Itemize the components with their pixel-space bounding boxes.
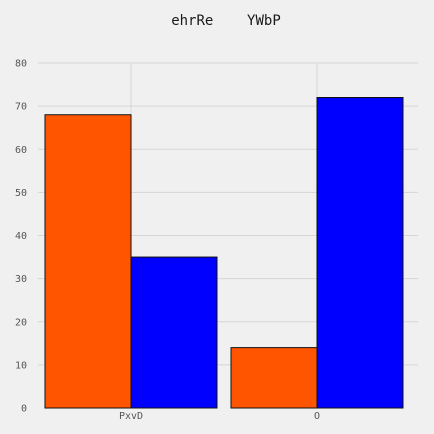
chart-title: ehrRe YWbP [171,13,281,29]
y-tick-label: 70 [15,102,27,113]
x-tick-label: PxvD [119,411,143,422]
y-tick-label: 40 [15,231,27,242]
bar-PxvD-series-1 [44,114,132,409]
y-tick-label: 20 [15,317,27,328]
y-tick-label: 30 [15,274,27,285]
x-axis-ticks: PxvD O [119,411,320,422]
y-tick-label: 80 [15,59,27,70]
y-tick-label: 60 [15,145,27,156]
y-axis-ticks: 0 10 20 30 40 50 60 70 80 [15,59,27,415]
y-tick-label: 10 [15,360,27,371]
bar-PxvD-series-2 [130,256,218,409]
x-tick-label: O [314,411,320,422]
bar-O-series-2 [316,97,404,409]
bar-O-series-1 [230,347,318,409]
y-tick-label: 0 [21,404,27,415]
y-tick-label: 50 [15,188,27,199]
bars [44,97,404,409]
